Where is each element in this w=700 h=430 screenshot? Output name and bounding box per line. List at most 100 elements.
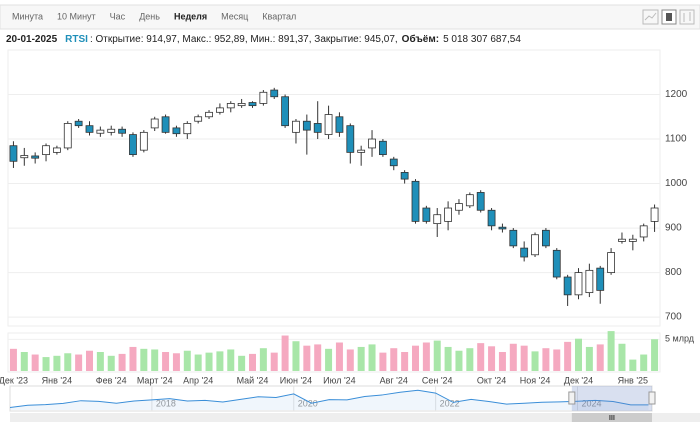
volume-bar (96, 352, 104, 371)
candle-body (53, 147, 61, 153)
volume-bar (607, 331, 615, 371)
candle-body (172, 127, 181, 135)
tab[interactable]: Квартал (262, 11, 296, 21)
volume-bar (542, 348, 550, 371)
candle-body (531, 234, 539, 256)
volume-bar (314, 344, 322, 371)
candle-body (455, 203, 463, 211)
y-tick-label: 1000 (665, 178, 688, 189)
volume-bar (249, 353, 256, 371)
toolbar (0, 4, 700, 30)
volume-bar (651, 339, 659, 371)
navigator-year: 2018 (156, 398, 176, 408)
volume-bar (9, 348, 17, 371)
volume-pane (7, 332, 661, 373)
candle-body (150, 118, 159, 129)
x-tick-label: Июл '24 (323, 375, 356, 385)
tab[interactable]: День (139, 11, 160, 21)
volume-bar (444, 346, 452, 371)
candle-body (411, 180, 420, 222)
candle-body (498, 226, 507, 230)
price-pane (7, 49, 661, 327)
volume-bar (162, 352, 170, 371)
volume-bar (335, 342, 343, 371)
ohlc-icon[interactable] (679, 9, 695, 25)
volume-bar (455, 350, 463, 371)
tab[interactable]: Месяц (221, 11, 248, 21)
volume-bar (20, 352, 28, 371)
x-tick-label: Янв '24 (42, 375, 72, 385)
candle-body (542, 229, 550, 247)
x-tick-label: Окт '24 (477, 375, 506, 385)
candle-body (63, 123, 72, 149)
volume-bar (216, 351, 224, 371)
candle-body (74, 120, 83, 127)
volume-bar (498, 352, 506, 371)
navigator-handle[interactable] (648, 391, 656, 405)
volume-bar (194, 354, 202, 371)
volume-bar (390, 348, 398, 371)
volume-bar (488, 346, 496, 371)
volume-label: Объём: (402, 33, 439, 45)
candle-body (183, 123, 192, 135)
candle-body (433, 214, 442, 225)
x-tick-label: Май '24 (237, 375, 269, 385)
y-tick-label: 1100 (665, 134, 687, 145)
quote-line: 20-01-2025 RTSI: Открытие: 914,97, Макс.:… (6, 33, 521, 45)
volume-bar (42, 357, 50, 371)
x-tick-label: Сен '24 (422, 375, 453, 385)
candle-body (487, 209, 496, 227)
candle-body (520, 247, 529, 258)
y-tick-label: 700 (665, 312, 682, 323)
volume-bar (357, 346, 365, 371)
volume-bar (564, 341, 572, 371)
tab[interactable]: Час (110, 11, 126, 21)
candle-body (205, 111, 213, 118)
volume-bar (346, 349, 354, 371)
candle-body (618, 238, 626, 242)
ohlc-icon-glyph (683, 12, 691, 22)
volume-bar (118, 353, 126, 371)
candle-body (476, 192, 485, 211)
line-icon[interactable] (642, 9, 659, 25)
volume-bar (466, 348, 474, 371)
volume-bar (585, 346, 593, 371)
candle-body (357, 149, 366, 153)
volume-bar (64, 353, 72, 371)
tab[interactable]: 10 Минут (57, 11, 96, 21)
volume-bar (292, 341, 300, 371)
candle-body (215, 107, 224, 113)
line-icon-glyph (644, 12, 657, 21)
navigator-selection[interactable] (571, 386, 652, 411)
volume-bar (640, 354, 648, 371)
tab[interactable]: Минута (12, 11, 43, 21)
candle-body (313, 123, 322, 133)
volume-bar (520, 345, 528, 371)
volume-bar (238, 355, 246, 371)
candle-body (368, 138, 376, 149)
y-tick-label: 900 (665, 223, 682, 234)
candle-body (650, 207, 659, 222)
candle-body (96, 129, 105, 134)
volume-bar (259, 348, 267, 371)
x-tick-label: Авг '24 (380, 375, 408, 385)
volume-bar (172, 353, 180, 371)
navigator-handle[interactable] (568, 391, 576, 405)
candle-body (596, 267, 605, 291)
x-tick-label: Март '24 (137, 375, 173, 385)
candle-body (509, 229, 518, 247)
candle-body (237, 103, 246, 107)
navigator-line (9, 389, 649, 408)
candle-body (226, 103, 235, 109)
volume-bar (205, 352, 213, 371)
candle-body (552, 249, 561, 278)
x-tick-label: Янв '25 (618, 375, 648, 385)
volume-bar (270, 352, 278, 371)
scrollbar[interactable] (10, 413, 700, 422)
candle-body (346, 125, 355, 153)
tab[interactable]: Неделя (174, 11, 207, 21)
volume-bar (368, 344, 376, 371)
x-tick-label: Ноя '24 (520, 375, 551, 385)
x-tick-label: Фев '24 (96, 375, 127, 385)
candle-body (563, 276, 572, 296)
